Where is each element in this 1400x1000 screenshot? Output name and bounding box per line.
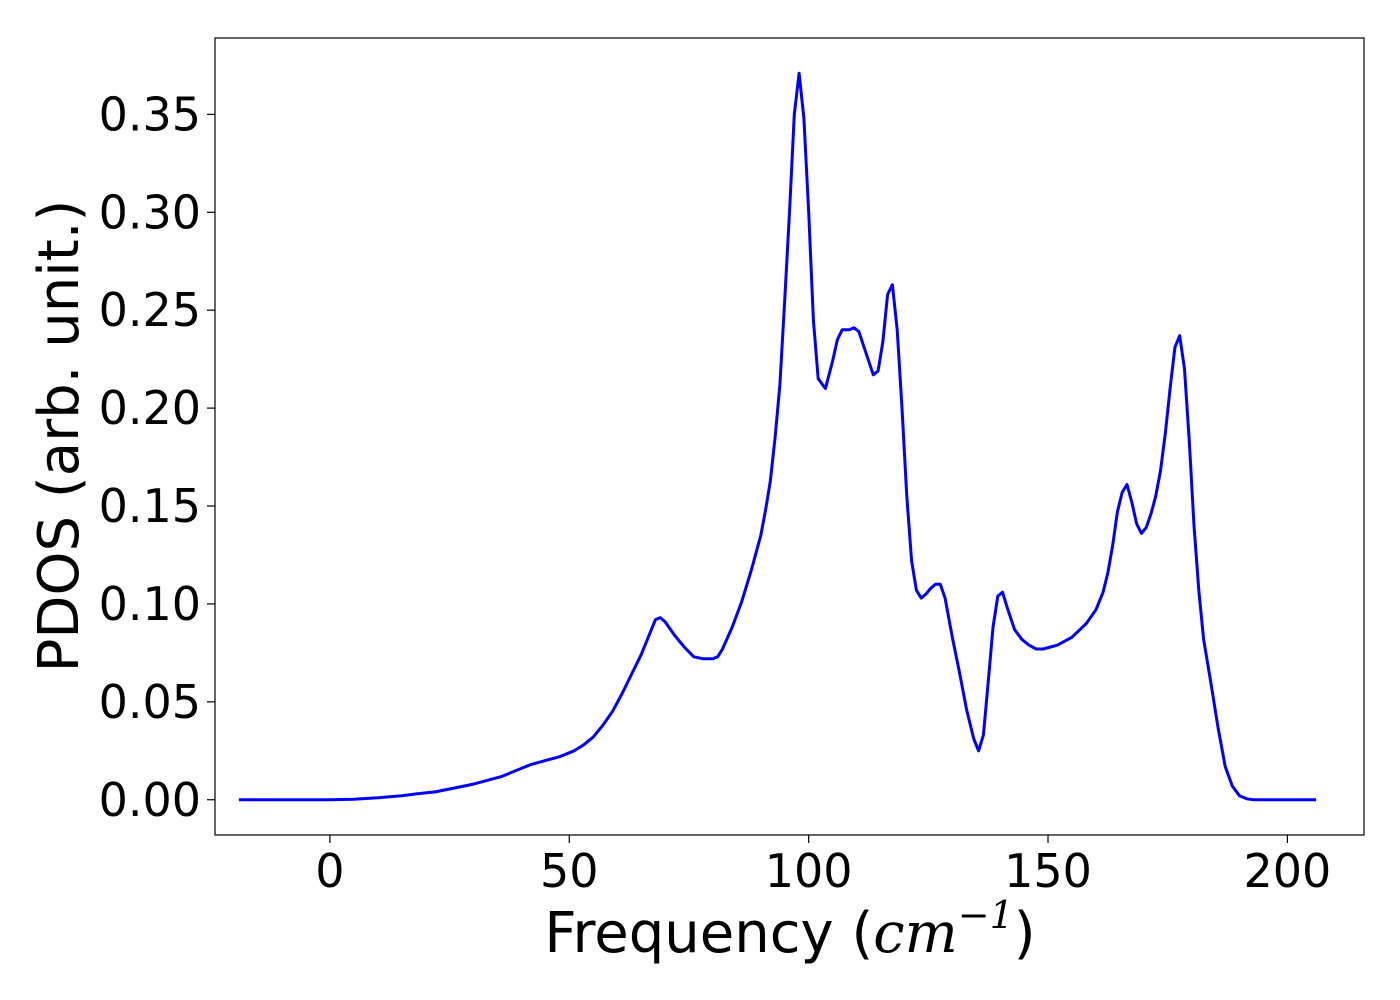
y-tick-label: 0.00 bbox=[99, 773, 201, 827]
y-tick-label: 0.15 bbox=[99, 479, 201, 533]
x-tick-label: 100 bbox=[765, 844, 853, 898]
x-tick-label: 200 bbox=[1243, 844, 1331, 898]
x-axis-ticks: 0 50 100 150 200 bbox=[315, 835, 1331, 898]
x-tick-label: 150 bbox=[1004, 844, 1092, 898]
x-tick-label: 50 bbox=[540, 844, 599, 898]
y-tick-label: 0.30 bbox=[99, 185, 201, 239]
y-tick-label: 0.05 bbox=[99, 675, 201, 729]
plot-area-frame bbox=[214, 37, 1365, 836]
y-tick-label: 0.25 bbox=[99, 283, 201, 337]
y-tick-label: 0.35 bbox=[99, 87, 201, 141]
y-axis-label: PDOS (arb. unit.) bbox=[27, 200, 92, 673]
x-axis-label: Frequency (cm−1) bbox=[544, 893, 1035, 966]
y-tick-label: 0.20 bbox=[99, 381, 201, 435]
pdos-series-line bbox=[238, 71, 1317, 802]
x-tick-label: 0 bbox=[315, 844, 344, 898]
y-tick-label: 0.10 bbox=[99, 577, 201, 631]
y-axis-ticks: 0.00 0.05 0.10 0.15 0.20 0.25 0.30 0.35 bbox=[99, 87, 215, 827]
